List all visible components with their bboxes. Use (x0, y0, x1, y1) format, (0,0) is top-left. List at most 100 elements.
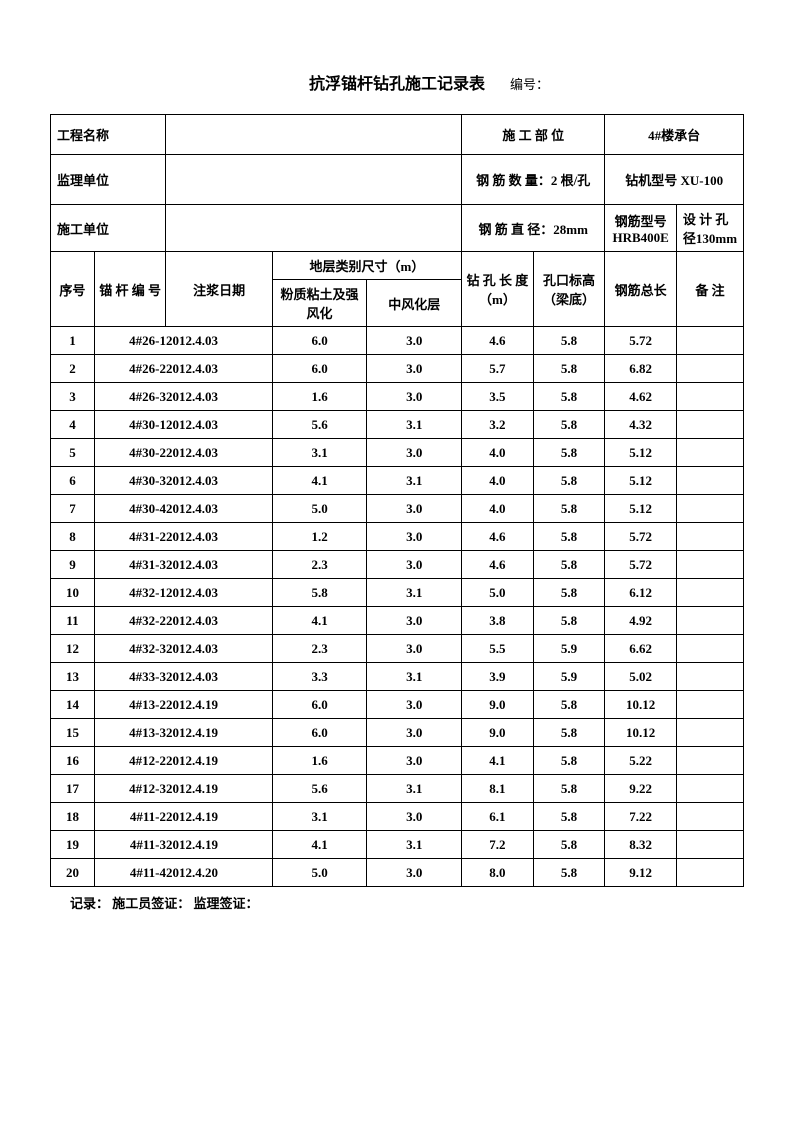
cell-elev: 5.8 (533, 495, 605, 523)
table-row: 94#31-32012.4.032.33.04.65.85.72 (51, 551, 744, 579)
cell-elev: 5.9 (533, 663, 605, 691)
header-row-1: 工程名称 施 工 部 位 4#楼承台 (51, 115, 744, 155)
cell-remark (676, 411, 743, 439)
record-table: 工程名称 施 工 部 位 4#楼承台 监理单位 钢 筋 数 量：2 根/孔 钻机… (50, 114, 744, 887)
table-row: 134#33-32012.4.033.33.13.95.95.02 (51, 663, 744, 691)
cell-anchor: 4#30-4 (94, 495, 166, 523)
cell-anchor: 4#32-3 (94, 635, 166, 663)
cell-elev: 5.8 (533, 859, 605, 887)
cell-drill: 8.0 (462, 859, 534, 887)
cell-remark (676, 803, 743, 831)
cell-drill: 9.0 (462, 719, 534, 747)
cell-stratum1: 2.3 (272, 551, 367, 579)
cell-rebar: 4.92 (605, 607, 677, 635)
table-row: 164#12-22012.4.191.63.04.15.85.22 (51, 747, 744, 775)
col-stratum-1: 粉质粘土及强风化 (272, 280, 367, 327)
cell-drill: 3.9 (462, 663, 534, 691)
cell-remark (676, 831, 743, 859)
cell-stratum1: 5.6 (272, 775, 367, 803)
cell-anchor: 4#30-3 (94, 467, 166, 495)
table-row: 14#26-12012.4.036.03.04.65.85.72 (51, 327, 744, 355)
cell-stratum2: 3.0 (367, 607, 462, 635)
cell-anchor: 4#33-3 (94, 663, 166, 691)
cell-anchor: 4#12-3 (94, 775, 166, 803)
cell-remark (676, 439, 743, 467)
cell-remark (676, 383, 743, 411)
table-row: 154#13-32012.4.196.03.09.05.810.12 (51, 719, 744, 747)
cell-elev: 5.8 (533, 803, 605, 831)
cell-drill: 5.0 (462, 579, 534, 607)
cell-remark (676, 355, 743, 383)
cell-rebar: 4.62 (605, 383, 677, 411)
cell-elev: 5.8 (533, 719, 605, 747)
col-rebar-len: 钢筋总长 (605, 252, 677, 327)
table-row: 204#11-42012.4.205.03.08.05.89.12 (51, 859, 744, 887)
cell-rebar: 7.22 (605, 803, 677, 831)
cell-date: 2012.4.19 (166, 691, 272, 719)
cell-drill: 3.2 (462, 411, 534, 439)
cell-remark (676, 495, 743, 523)
cell-anchor: 4#31-2 (94, 523, 166, 551)
cell-rebar: 5.02 (605, 663, 677, 691)
cell-date: 2012.4.19 (166, 719, 272, 747)
col-header-row-1: 序号 锚 杆 编 号 注浆日期 地层类别尺寸（m） 钻 孔 长 度（m） 孔口标… (51, 252, 744, 280)
cell-anchor: 4#11-2 (94, 803, 166, 831)
cell-seq: 6 (51, 467, 95, 495)
cell-date: 2012.4.03 (166, 663, 272, 691)
col-anchor: 锚 杆 编 号 (94, 252, 166, 327)
cell-stratum2: 3.1 (367, 831, 462, 859)
cell-date: 2012.4.03 (166, 439, 272, 467)
cell-stratum1: 6.0 (272, 355, 367, 383)
cell-remark (676, 467, 743, 495)
cell-rebar: 5.12 (605, 439, 677, 467)
cell-date: 2012.4.03 (166, 579, 272, 607)
cell-stratum2: 3.0 (367, 355, 462, 383)
cell-remark (676, 327, 743, 355)
cell-elev: 5.8 (533, 439, 605, 467)
proj-name-value (166, 115, 462, 155)
cell-stratum1: 6.0 (272, 327, 367, 355)
cell-date: 2012.4.03 (166, 327, 272, 355)
cell-seq: 7 (51, 495, 95, 523)
cell-seq: 3 (51, 383, 95, 411)
cell-drill: 4.0 (462, 495, 534, 523)
table-row: 124#32-32012.4.032.33.05.55.96.62 (51, 635, 744, 663)
cell-elev: 5.8 (533, 775, 605, 803)
cell-rebar: 9.22 (605, 775, 677, 803)
table-row: 24#26-22012.4.036.03.05.75.86.82 (51, 355, 744, 383)
cell-rebar: 5.12 (605, 495, 677, 523)
cell-stratum1: 1.2 (272, 523, 367, 551)
cell-remark (676, 607, 743, 635)
cell-stratum2: 3.0 (367, 747, 462, 775)
cell-date: 2012.4.03 (166, 411, 272, 439)
cell-stratum1: 1.6 (272, 747, 367, 775)
cell-remark (676, 691, 743, 719)
proj-name-label: 工程名称 (51, 115, 166, 155)
cell-seq: 18 (51, 803, 95, 831)
cell-rebar: 8.32 (605, 831, 677, 859)
table-row: 174#12-32012.4.195.63.18.15.89.22 (51, 775, 744, 803)
cell-elev: 5.8 (533, 579, 605, 607)
cell-seq: 17 (51, 775, 95, 803)
cell-anchor: 4#30-2 (94, 439, 166, 467)
col-seq: 序号 (51, 252, 95, 327)
cell-drill: 5.7 (462, 355, 534, 383)
cell-stratum2: 3.0 (367, 439, 462, 467)
col-elevation: 孔口标高（梁底） (533, 252, 605, 327)
cell-remark (676, 635, 743, 663)
cell-stratum1: 5.6 (272, 411, 367, 439)
title-row: 抗浮锚杆钻孔施工记录表 编号： (50, 70, 744, 94)
cell-drill: 8.1 (462, 775, 534, 803)
cell-stratum2: 3.0 (367, 551, 462, 579)
cell-date: 2012.4.03 (166, 635, 272, 663)
col-stratum-group: 地层类别尺寸（m） (272, 252, 461, 280)
cell-date: 2012.4.19 (166, 803, 272, 831)
cell-drill: 7.2 (462, 831, 534, 859)
cell-seq: 19 (51, 831, 95, 859)
const-unit-value (166, 205, 462, 252)
cell-rebar: 10.12 (605, 719, 677, 747)
cell-anchor: 4#30-1 (94, 411, 166, 439)
cell-rebar: 6.82 (605, 355, 677, 383)
header-row-3: 施工单位 钢 筋 直 径：28mm 钢筋型号HRB400E 设 计 孔 径130… (51, 205, 744, 252)
cell-date: 2012.4.03 (166, 495, 272, 523)
